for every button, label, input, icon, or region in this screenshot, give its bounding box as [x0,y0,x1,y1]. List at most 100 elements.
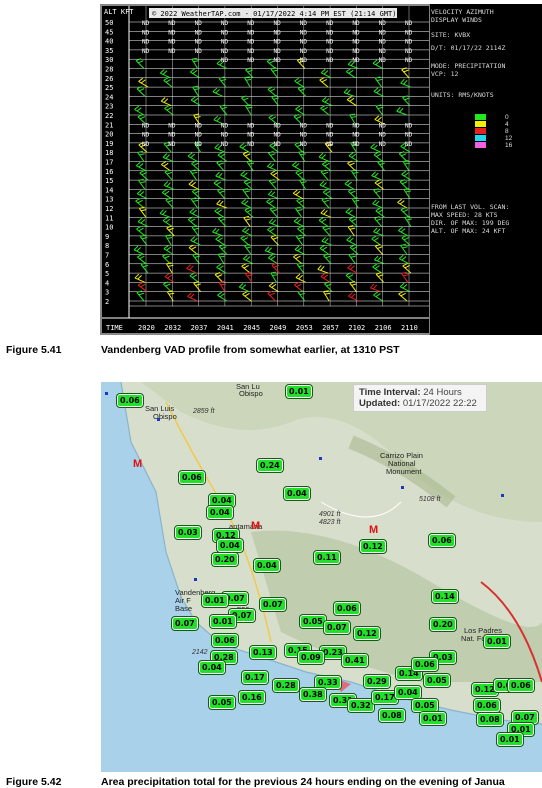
wind-barb [401,170,412,181]
wind-barb [322,160,332,172]
precip-badge[interactable]: 0.05 [299,614,327,629]
m-station-icon[interactable]: M [133,458,143,470]
wind-barb [373,188,382,200]
wind-barb [268,178,277,190]
wind-barb [218,280,227,292]
alt-tick-label: 23 [105,103,113,111]
alt-tick-label: 26 [105,75,113,83]
wind-barb [398,290,408,302]
precip-badge[interactable]: 0.06 [178,470,206,485]
precipitation-map[interactable]: San Luis Obispo Carrizo Plain National M… [101,382,542,772]
precip-badge[interactable]: 0.03 [174,525,202,540]
precip-badge[interactable]: 0.41 [341,653,369,668]
precip-badge[interactable]: 0.04 [206,505,234,520]
precip-badge[interactable]: 0.06 [116,393,144,408]
precip-badge[interactable]: 0.06 [333,601,361,616]
precip-badge[interactable]: 0.08 [378,708,406,723]
vad-mode: MODE: PRECIPITATION [431,62,505,70]
precip-badge[interactable]: 0.01 [201,593,229,608]
wind-barb [294,141,304,153]
precip-badge[interactable]: 0.12 [359,539,387,554]
precip-badge[interactable]: 0.01 [483,634,511,649]
precip-badge[interactable]: 0.11 [313,550,341,565]
alt-tick-label: 13 [105,196,113,204]
station-pin[interactable] [401,486,404,489]
station-pin[interactable] [501,494,504,497]
precip-badge[interactable]: 0.20 [429,617,457,632]
precip-badge[interactable]: 0.14 [431,589,459,604]
precip-badge[interactable]: 0.04 [216,538,244,553]
nd-label: ND [405,122,413,129]
wind-barb [136,189,148,200]
wind-barb [401,271,409,283]
alt-tick-label: 45 [105,28,113,36]
precip-badge[interactable]: 0.29 [363,674,391,689]
precip-badge[interactable]: 0.07 [323,620,351,635]
precip-badge[interactable]: 0.12 [471,682,499,697]
nd-label: ND [405,48,413,55]
wind-barb [159,69,171,79]
alt-tick-label: 11 [105,214,113,222]
precip-badge[interactable]: 0.04 [394,685,422,700]
precip-badge[interactable]: 0.08 [476,712,504,727]
station-pin[interactable] [194,578,197,581]
precip-badge[interactable]: 0.06 [507,678,535,693]
wind-barb [161,189,172,200]
precip-badge[interactable]: 0.38 [299,687,327,702]
precip-badge[interactable]: 0.06 [411,657,439,672]
precip-badge[interactable]: 0.01 [496,732,524,747]
wind-barb [297,290,306,302]
wind-barb [136,225,146,237]
precip-badge[interactable]: 0.23 [319,645,347,660]
wind-barb [270,271,278,283]
wind-barb [241,263,251,274]
legend-value: 16 [505,142,513,149]
legend-value: 12 [505,135,513,142]
station-pin[interactable] [157,418,160,421]
nd-label: ND [352,122,360,129]
precip-badge[interactable]: 0.28 [272,678,300,693]
precip-badge[interactable]: 0.32 [347,698,375,713]
precip-badge[interactable]: 0.01 [285,384,313,399]
time-axis-label: TIME [106,324,123,332]
precip-badge[interactable]: 0.09 [297,650,325,665]
station-pin[interactable] [105,392,108,395]
precip-badge[interactable]: 0.04 [198,660,226,675]
wind-barb [320,68,332,79]
precip-badge[interactable]: 0.07 [259,597,287,612]
precip-badge[interactable]: 0.06 [473,698,501,713]
wind-barb [295,234,304,246]
wind-barb [137,217,149,228]
precip-badge[interactable]: 0.04 [283,486,311,501]
wind-barb [138,178,146,190]
precip-badge[interactable]: 0.06 [211,633,239,648]
nd-label: ND [247,122,255,129]
wind-barb [216,59,228,69]
figure-label-5-41: Figure 5.41 [6,344,62,356]
wind-barb [399,282,411,293]
precip-badge[interactable]: 0.20 [211,552,239,567]
precip-badge[interactable]: 0.16 [238,690,266,705]
wind-barb [297,85,307,97]
precip-badge[interactable]: 0.01 [209,614,237,629]
wind-barb [348,188,357,200]
precip-badge[interactable]: 0.13 [249,645,277,660]
m-station-icon[interactable]: M [251,520,261,532]
precip-badge[interactable]: 0.01 [419,711,447,726]
precip-badge[interactable]: 0.17 [241,670,269,685]
alt-tick-label: 14 [105,186,113,194]
precip-badge[interactable]: 0.05 [208,695,236,710]
place-monument: Monument [386,467,422,476]
precip-badge[interactable]: 0.07 [171,616,199,631]
precip-badge[interactable]: 0.24 [256,458,284,473]
wind-barb [243,179,253,190]
precip-badge[interactable]: 0.12 [353,626,381,641]
wind-barb [292,189,304,200]
m-station-icon[interactable]: M [369,524,379,536]
precip-badge[interactable]: 0.05 [423,673,451,688]
wind-barb [349,281,357,293]
station-pin[interactable] [319,457,322,460]
precip-badge[interactable]: 0.06 [428,533,456,548]
precip-badge[interactable]: 0.04 [253,558,281,573]
precip-badge[interactable]: 0.33 [314,675,342,690]
